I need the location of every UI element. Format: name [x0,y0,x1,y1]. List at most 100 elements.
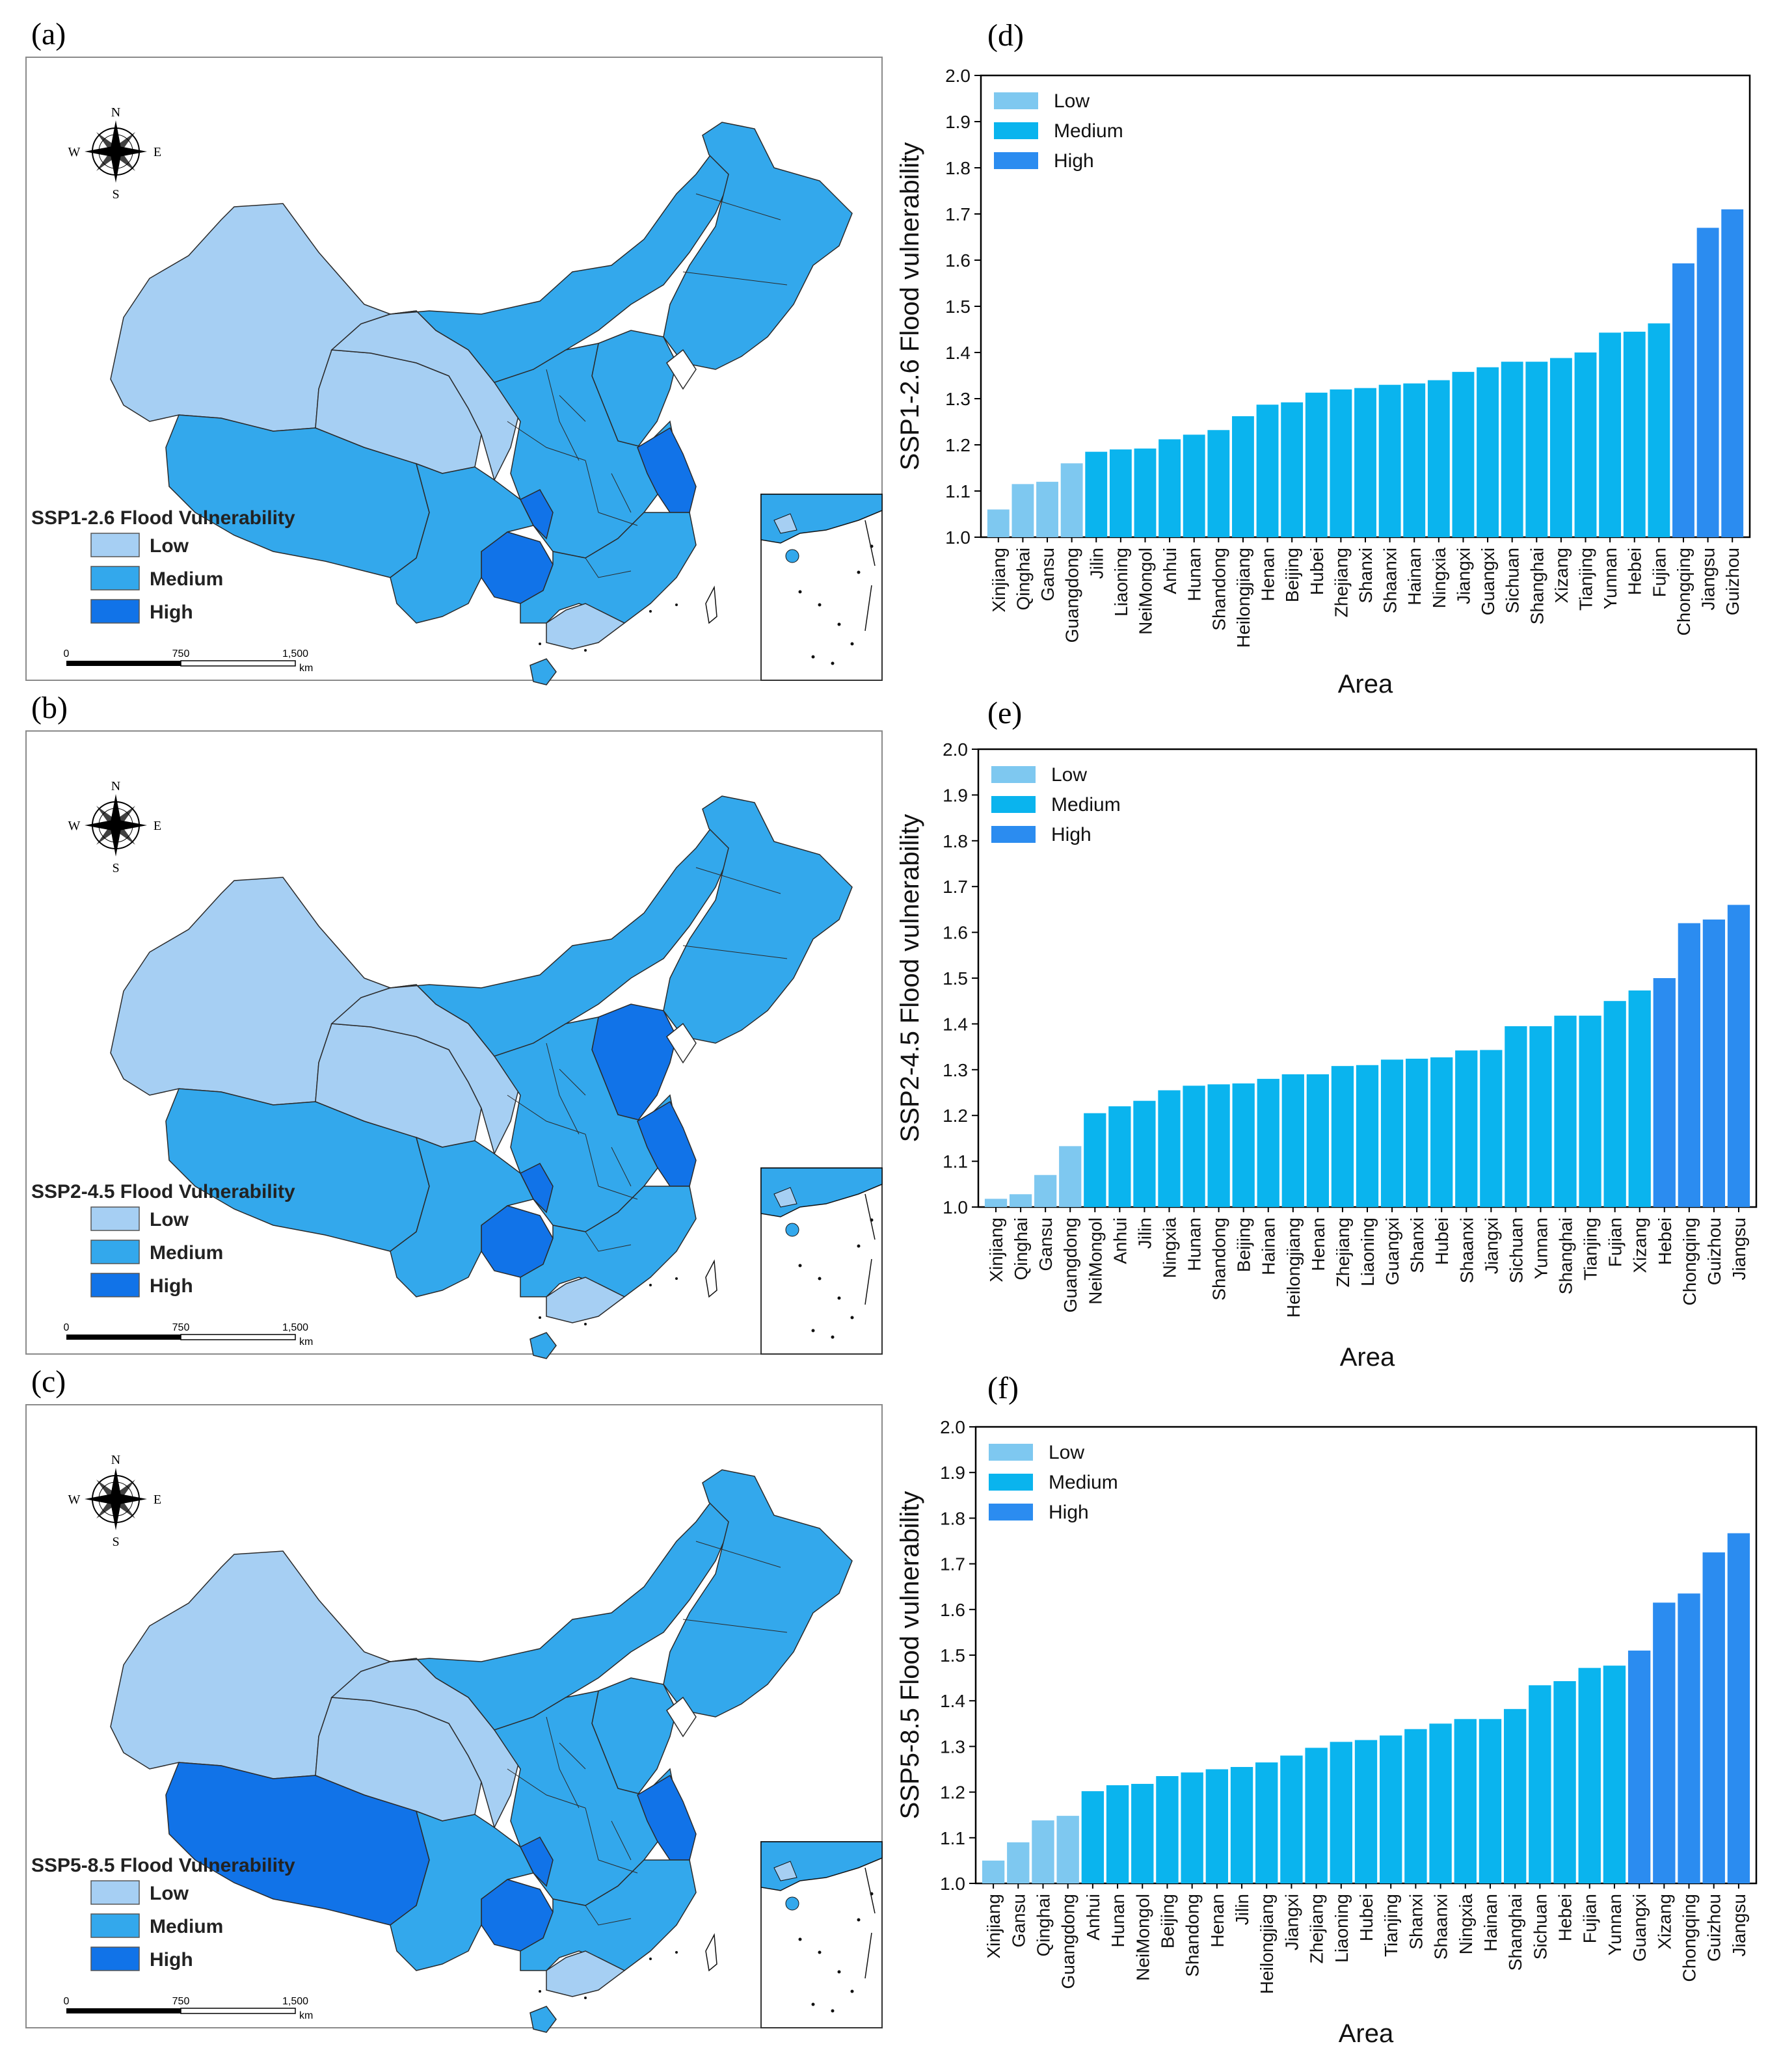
x-tick-label: Guizhou [1704,1894,1724,1961]
province-border-line [585,557,632,578]
x-tick-label: Guangxi [1382,1217,1402,1285]
bar-guizhou [1721,209,1744,537]
bar-fujian [1603,1001,1626,1207]
bar-liaoning [1109,449,1132,537]
province-hainan [529,2006,557,2033]
map-legend-swatch-low [90,1206,140,1231]
bar-hunan [1106,1785,1129,1883]
map-panel-label: (c) [31,1364,66,1399]
x-tick-label: Jilin [1134,1217,1155,1249]
bar-hunan [1183,434,1205,537]
scale-unit: km [299,2010,313,2021]
inset-island-dot [798,1264,802,1268]
x-tick-label: Ningxia [1159,1217,1179,1279]
compass-rose-icon: N S E W [68,779,162,875]
bar-beijing [1232,1083,1255,1207]
bar-hubei [1430,1057,1453,1207]
y-axis-label: SSP2-4.5 Flood vulnerability [896,814,924,1143]
chart-legend-swatch-medium [991,796,1036,813]
island-dot [649,1284,652,1286]
compass-south-label: S [112,187,119,202]
y-tick-label: 1.5 [943,968,968,989]
map-legend-label-high: High [150,1949,193,1971]
maps-layer: (a) N S E W SSP1-2.6 Flood Vulnerability Low Me… [25,17,883,2033]
chart-legend-swatch-low [994,92,1038,109]
bar-sichuan [1501,362,1523,537]
x-tick-label: Zhejiang [1333,1217,1353,1287]
province-border-line [598,1186,638,1200]
province-border-line [695,1541,781,1568]
province-border-line [585,1134,599,1187]
x-tick-label: Zhejiang [1307,1894,1327,1963]
bar-chongqing [1678,923,1700,1207]
province-neimongol [390,821,736,1057]
map-legend-swatch-low [90,533,140,557]
map-legend-swatch-medium [90,1913,140,1938]
province-hainan [529,1332,557,1359]
x-tick-label: Qinghai [1011,1217,1031,1281]
bar-heilongjiang [1232,416,1254,537]
scale-bar-solid [66,2008,181,2013]
x-tick-label: Shaanxi [1431,1894,1451,1959]
bar-sichuan [1529,1685,1551,1883]
province-border-line [611,473,632,513]
bar-xizang [1549,358,1572,537]
x-tick-label: Gansu [1038,548,1058,602]
map-legend-swatch-low [90,1880,140,1905]
inset-boundary-line [864,1193,876,1305]
x-tick-label: Chongqing [1680,1894,1700,1982]
x-tick-label: Liaoning [1332,1894,1352,1963]
x-tick-label: Anhui [1110,1217,1130,1264]
island-dot [584,1323,587,1325]
x-tick-label: Guangdong [1060,1217,1080,1312]
bar-hunan [1183,1085,1205,1207]
x-axis-label: Area [1339,2019,1394,2048]
x-tick-label: NeiMongol [1135,548,1155,635]
x-tick-label: Shandong [1209,548,1229,631]
x-tick-label: Guangxi [1629,1894,1650,1961]
bar-anhui [1081,1791,1105,1883]
x-tick-label: Guizhou [1704,1217,1724,1285]
x-tick-label: Xinjiang [986,1217,1006,1282]
x-tick-label: Shandong [1183,1894,1203,1977]
scale-unit: km [299,663,313,674]
inset-island-dot [857,570,861,574]
y-tick-label: 1.9 [940,1463,965,1483]
bar-jilin [1085,451,1108,537]
x-tick-label: Tianjing [1581,1217,1601,1281]
compass-star-diagonal [96,806,135,845]
inset-boundary-line [864,1867,876,1979]
chart-legend-label-medium: Medium [1051,794,1121,816]
bar-anhui [1158,439,1181,537]
bar-tianjing [1574,352,1597,537]
bar-ningxia [1427,380,1450,537]
inset-island-dot [857,1244,861,1248]
map-panel-label: (a) [31,17,66,51]
china-map [110,1469,853,2033]
compass-east-label: E [154,1493,161,1507]
x-tick-label: Gansu [1036,1217,1056,1271]
x-tick-label: Anhui [1083,1894,1103,1941]
map-panel-label: (b) [31,691,68,725]
map-panel-c: (c) N S E W SSP5-8.5 Flood Vulnerability Low Me… [25,1364,883,2033]
province-border-line [695,867,781,894]
x-tick-label: Yunnan [1600,548,1620,609]
inset-boundary-line [864,520,876,631]
province-border-line [585,460,599,513]
bar-sichuan [1505,1026,1527,1207]
inset-island-dot [798,1937,802,1941]
map-legend-swatch-high [90,599,140,624]
province-border-line [507,421,586,461]
bar-liaoning [1330,1742,1352,1883]
chart-panel-label: (d) [987,18,1024,53]
bar-shanxi [1404,1729,1427,1883]
x-tick-label: Guizhou [1722,548,1743,615]
inset-guangdong [773,1187,797,1208]
x-axis-label: Area [1340,1343,1395,1372]
compass-star-diagonal [96,1480,135,1519]
bar-ningxia [1454,1719,1477,1883]
y-tick-label: 1.3 [943,1060,968,1080]
x-tick-label: Xizang [1551,548,1572,604]
bar-jilin [1230,1766,1253,1883]
x-tick-label: Beijing [1234,1217,1254,1272]
